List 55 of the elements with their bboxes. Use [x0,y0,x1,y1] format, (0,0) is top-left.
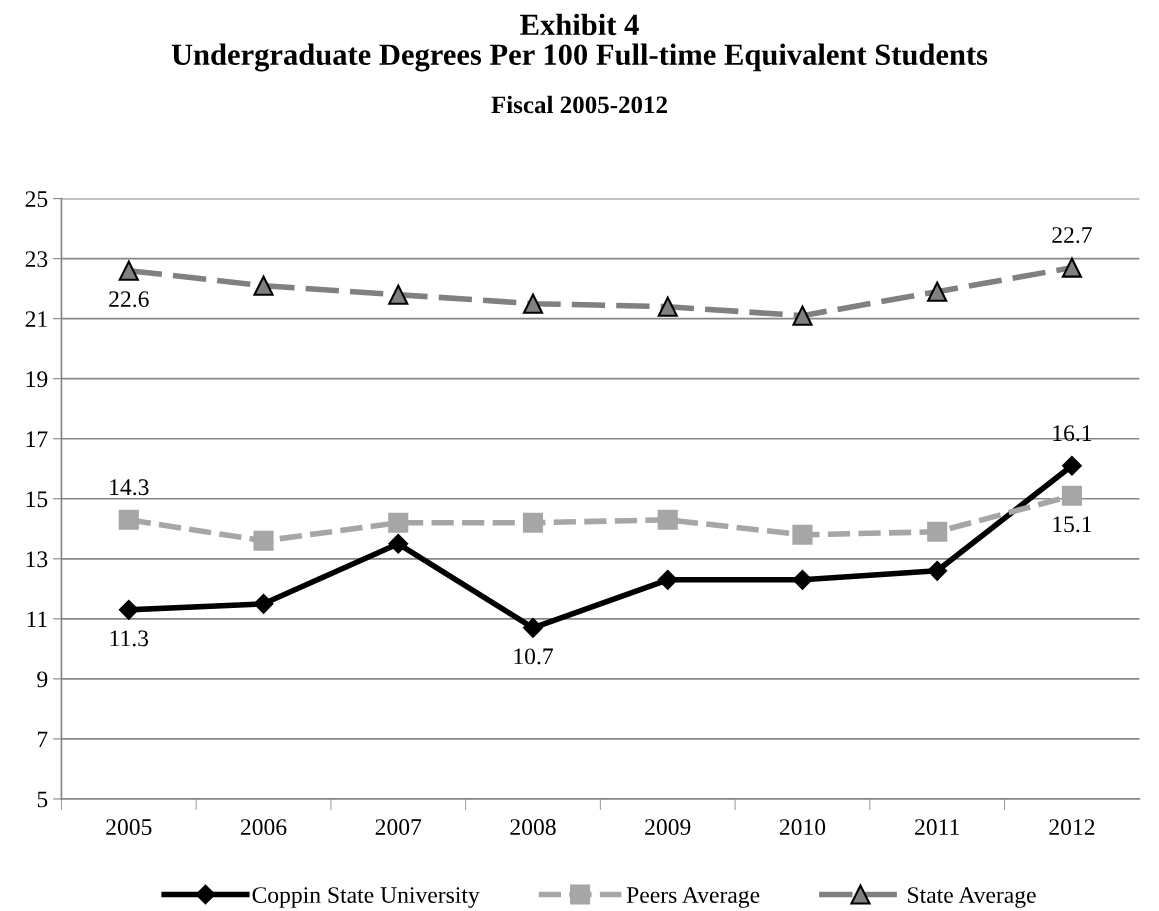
x-tick-label: 2011 [915,819,959,836]
point [1062,455,1082,476]
y-tick-label: 5 [37,791,48,808]
x-tick-label: 2007 [375,819,422,836]
data-label: 14.3 [110,479,149,496]
point [792,305,813,326]
data-label: 22.7 [1052,227,1092,244]
x-tick-label: 2008 [510,819,556,836]
point [927,560,948,581]
x-tick-label: 2012 [1049,819,1095,836]
point [792,524,813,545]
x-tick-label: 2005 [106,819,152,836]
x-tick-label: 2010 [779,819,826,836]
x-tick-label: 2006 [240,819,287,836]
point [657,569,678,590]
y-tick-label: 9 [37,671,48,688]
point [522,293,544,314]
legend-label: State Average [908,887,1036,908]
legend-label: Peers Average [626,887,760,908]
chart-subtitle: Fiscal 2005-2012 [491,95,667,114]
point [118,599,139,620]
y-tick-label: 21 [25,311,47,327]
chart-title: Exhibit 4 Undergraduate Degrees Per 100 Full-time Equivalent Students [171,13,988,72]
point [118,509,139,530]
point [657,296,678,317]
data-label: 16.1 [1053,425,1092,442]
point [927,521,948,542]
point [388,533,409,554]
point [253,275,274,296]
point [1061,485,1082,506]
data-label: 22.6 [109,291,149,308]
y-tick-label: 25 [25,191,48,208]
y-tick-label: 23 [25,251,48,268]
y-tick-label: 7 [37,731,48,748]
y-tick-label: 17 [26,431,48,447]
point [253,530,274,551]
point [388,284,409,305]
point [1061,257,1082,278]
data-label: 10.7 [514,648,553,665]
point [927,281,948,302]
y-tick-label: 11 [27,611,47,628]
data-label: 11.3 [110,630,149,647]
point [388,512,409,533]
x-tick-label: 2009 [645,819,691,836]
point [253,593,274,614]
y-tick-label: 19 [26,371,48,388]
legend-label: Coppin State University [252,887,480,908]
point [523,617,543,638]
data-label: 15.1 [1053,516,1092,533]
y-tick-label: 13 [26,551,48,568]
point [118,260,139,281]
y-tick-label: 15 [26,491,48,508]
point [792,569,813,590]
point [657,509,678,530]
point [522,512,544,533]
